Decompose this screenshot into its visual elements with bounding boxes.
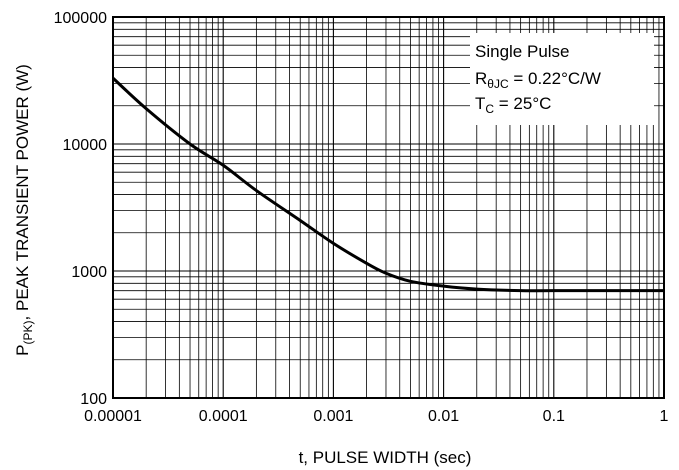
- x-axis-title: t, PULSE WIDTH (sec): [299, 448, 472, 467]
- power-curve: [111, 77, 664, 293]
- y-tick-label: 1000: [71, 264, 107, 281]
- legend: Single Pulse RθJC = 0.22°C/W TC = 25°C: [470, 33, 654, 125]
- series-layer: [111, 77, 664, 293]
- x-tick-label: 0.1: [543, 408, 565, 425]
- x-tick-label: 0.0001: [199, 408, 248, 425]
- plot-frame: [112, 16, 665, 399]
- tick-labels: 0.00001 0.0001 0.001 0.01 0.1 1 100 1000 10000 10…: [54, 10, 669, 425]
- y-tick-label: 10000: [63, 137, 108, 154]
- legend-line-1: Single Pulse: [475, 42, 570, 61]
- legend-line-3: TC = 25°C: [475, 94, 551, 116]
- legend-box: [470, 33, 654, 125]
- y-tick-label: 100: [80, 391, 107, 408]
- y-tick-label: 100000: [54, 10, 107, 27]
- x-tick-label: 0.01: [428, 408, 459, 425]
- legend-line-2: RθJC = 0.22°C/W: [475, 69, 601, 91]
- x-tick-label: 0.00001: [84, 408, 142, 425]
- chart-grid: [112, 17, 664, 399]
- x-tick-label: 0.001: [313, 408, 353, 425]
- x-tick-label: 1: [660, 408, 669, 425]
- y-axis-title: P(PK), PEAK TRANSIENT POWER (W): [13, 64, 35, 356]
